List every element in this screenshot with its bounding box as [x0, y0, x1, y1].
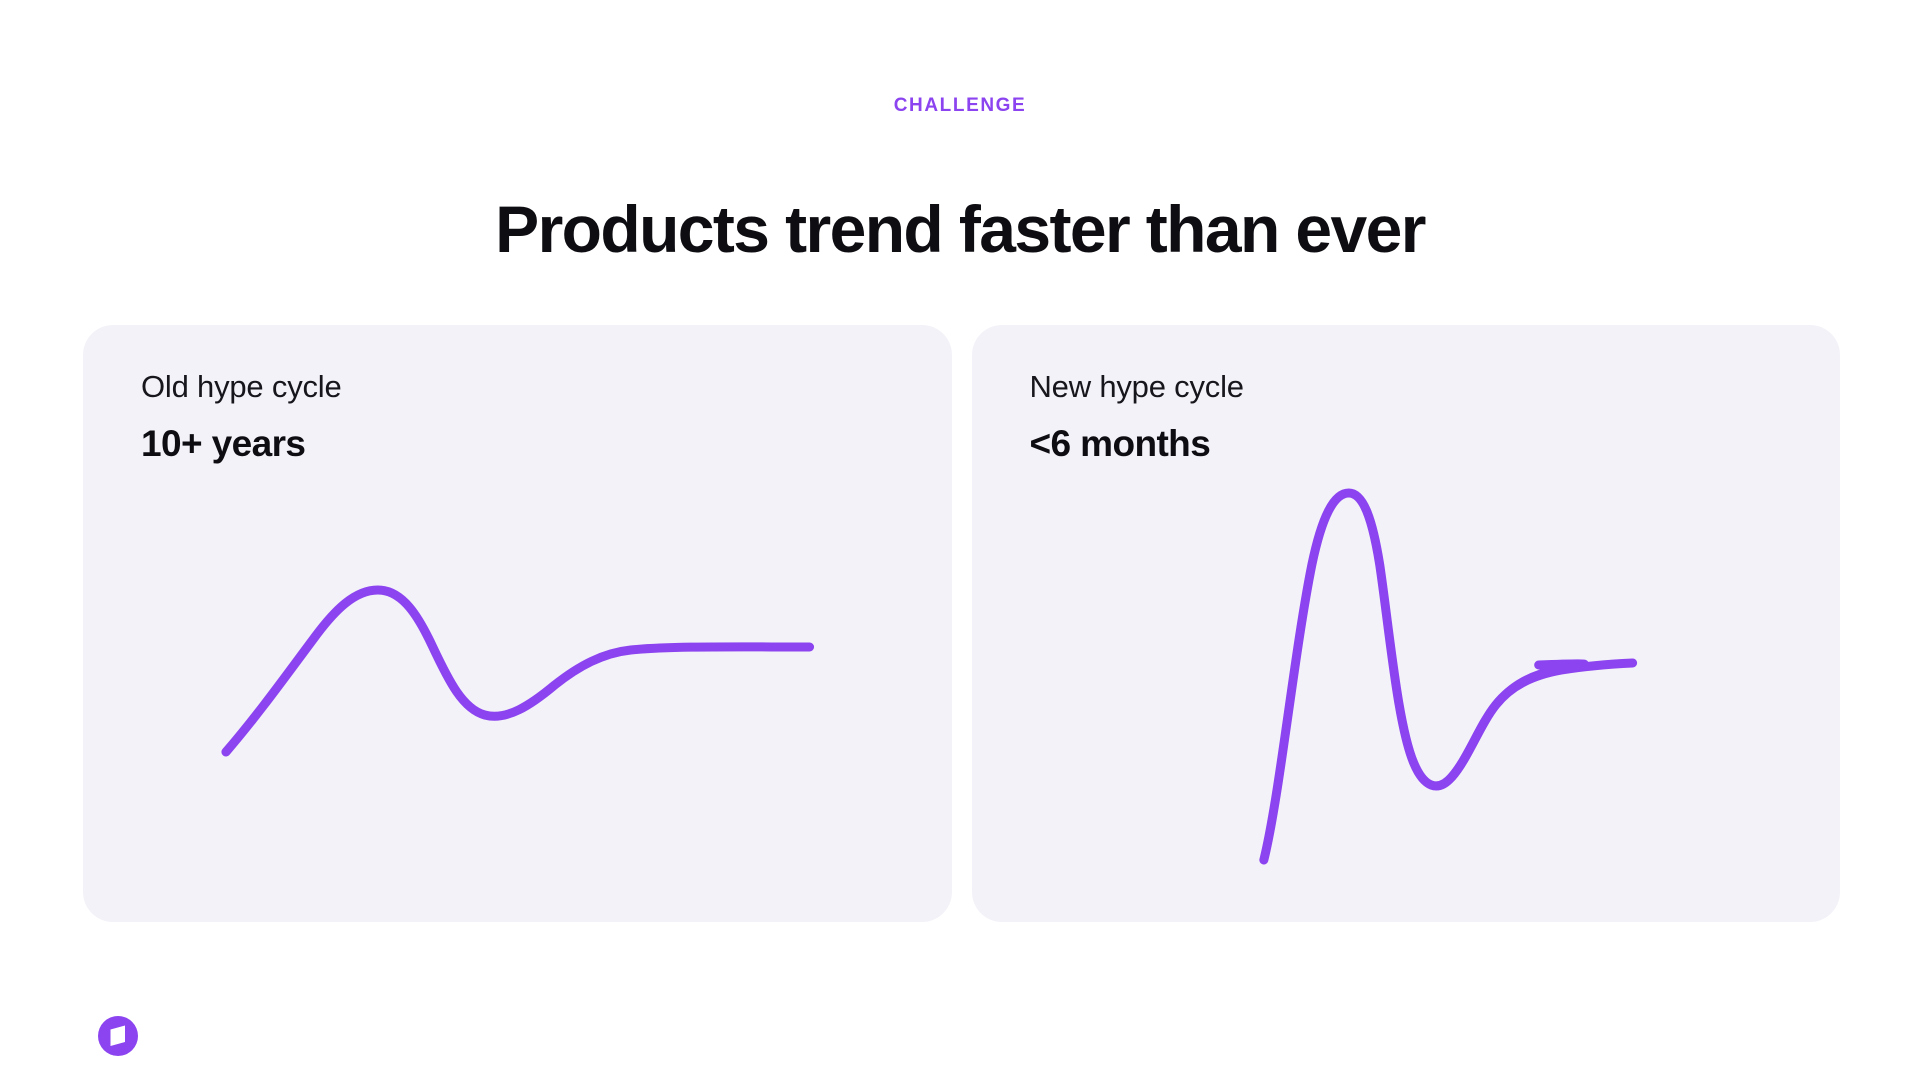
card-old-hype-cycle: Old hype cycle 10+ years — [83, 325, 952, 922]
old-hype-cycle-curve-svg — [221, 585, 815, 757]
card-value-old: 10+ years — [141, 423, 306, 464]
card-value-new: <6 months — [1029, 423, 1211, 464]
page-title: Products trend faster than ever — [495, 192, 1426, 267]
card-new-hype-cycle: New hype cycle <6 months — [971, 325, 1841, 922]
new-hype-cycle-curve-svg — [1258, 488, 1637, 865]
new-hype-cycle-curve-tail — [1446, 658, 1637, 782]
section-eyebrow: CHALLENGE — [893, 95, 1027, 116]
old-hype-cycle-curve — [221, 585, 815, 757]
brand-logo[interactable] — [97, 1015, 139, 1057]
comparison-cards: Old hype cycle 10+ years New hype cycle … — [83, 325, 1840, 922]
old-hype-cycle-chart — [83, 325, 952, 922]
card-label-old: Old hype cycle — [141, 369, 342, 404]
new-hype-cycle-chart — [972, 325, 1841, 922]
card-label-new: New hype cycle — [1029, 369, 1244, 404]
brand-logo-icon — [98, 1016, 138, 1056]
